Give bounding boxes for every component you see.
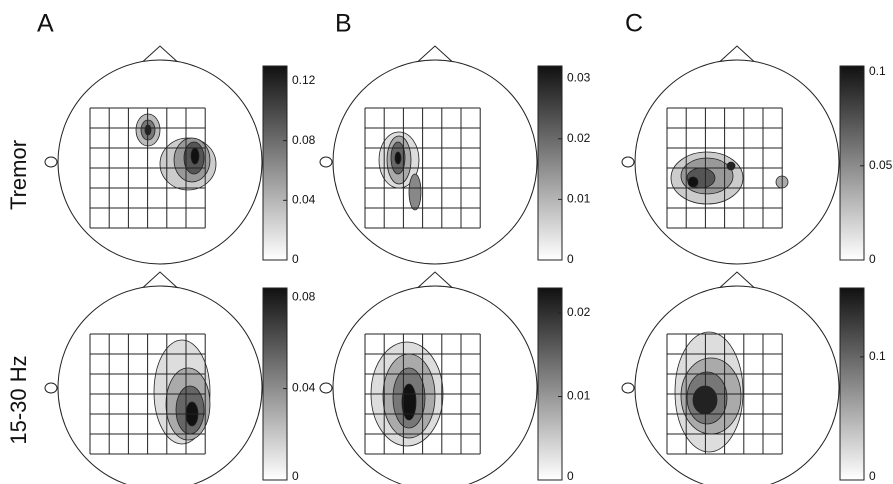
nose xyxy=(137,271,183,293)
colorbar-tick-label: 0.03 xyxy=(567,70,591,84)
colorbar-tick-label: 0 xyxy=(869,469,876,483)
panel-label: C xyxy=(625,10,643,38)
ear xyxy=(319,156,333,168)
contour xyxy=(190,147,200,165)
panel-label: A xyxy=(37,10,54,38)
topo-map xyxy=(319,45,551,265)
nose xyxy=(137,45,183,67)
nose xyxy=(714,45,760,67)
topo-map xyxy=(319,271,551,484)
colorbar-tick-label: 0.1 xyxy=(869,349,886,363)
colorbar-tick-label: 0.08 xyxy=(292,133,316,147)
colorbar-tick-label: 0 xyxy=(869,252,876,266)
colorbar-tick-label: 0.12 xyxy=(292,73,316,87)
colorbar xyxy=(537,287,563,481)
head xyxy=(332,59,538,265)
topo-map xyxy=(44,271,276,484)
colorbar-tick-label: 0.1 xyxy=(869,64,886,78)
colorbar-tick-label: 0.02 xyxy=(567,131,591,145)
colorbar-tick-label: 0 xyxy=(567,252,574,266)
ear xyxy=(621,156,635,168)
colorbar-tick-label: 0 xyxy=(292,469,299,483)
row-label: Tremor xyxy=(6,140,31,210)
contour xyxy=(401,383,417,421)
contour xyxy=(408,173,422,211)
colorbar xyxy=(839,65,865,261)
colorbar-tick-label: 0.01 xyxy=(567,192,591,206)
colorbar-tick-label: 0.08 xyxy=(292,289,316,303)
colorbar-tick-label: 0.05 xyxy=(869,158,893,172)
nose xyxy=(714,271,760,293)
nose xyxy=(412,45,458,67)
topo-map xyxy=(621,271,853,484)
nose xyxy=(412,271,458,293)
ear xyxy=(44,382,58,394)
colorbar xyxy=(839,287,865,481)
colorbar xyxy=(262,65,288,261)
contour xyxy=(687,176,699,188)
topo-map xyxy=(621,45,853,265)
colorbar xyxy=(262,287,288,481)
ear xyxy=(44,156,58,168)
ear xyxy=(621,382,635,394)
colorbar-tick-label: 0.04 xyxy=(292,192,316,206)
panel-label: B xyxy=(335,10,352,38)
row-label: 15-30 Hz xyxy=(6,355,31,444)
colorbar-tick-label: 0.02 xyxy=(567,305,591,319)
topo-map xyxy=(44,45,276,265)
colorbar-tick-label: 0 xyxy=(567,469,574,483)
ear xyxy=(319,382,333,394)
contour xyxy=(394,151,402,165)
colorbar-tick-label: 0 xyxy=(292,252,299,266)
colorbar-tick-label: 0.04 xyxy=(292,381,316,395)
head xyxy=(634,59,840,265)
colorbar-tick-label: 0.01 xyxy=(567,389,591,403)
colorbar xyxy=(537,65,563,261)
contour xyxy=(726,161,736,171)
